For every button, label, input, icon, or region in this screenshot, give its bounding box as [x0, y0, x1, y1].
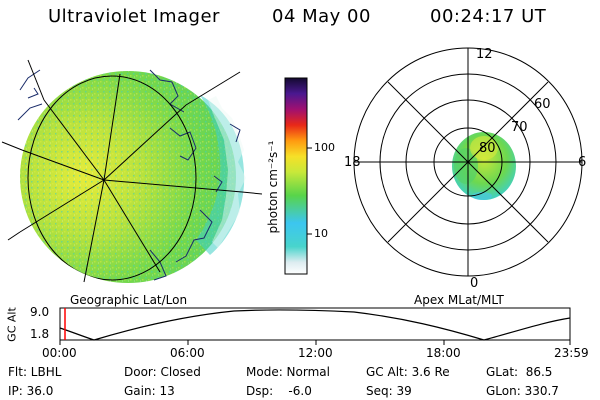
time-label: 00:24:17 UT [430, 6, 547, 27]
alt-ytick-low: 1.8 [30, 327, 50, 341]
colorbar-tick-10: 10 [314, 227, 328, 240]
info-gc-alt: GC Alt: 3.6 Re [366, 365, 450, 379]
lat-lon-grid [1, 59, 262, 283]
mlat-label-70: 70 [511, 120, 528, 135]
colorbar [284, 77, 312, 275]
altitude-curve [59, 309, 571, 341]
mlt-label-0: 0 [470, 276, 479, 291]
colorbar-gradient [284, 77, 308, 275]
polar-grid [353, 47, 583, 277]
polar-plot [353, 47, 583, 277]
info-dsp: Dsp: -6.0 [246, 384, 312, 398]
colorbar-unit-label: photon cm⁻²s⁻¹ [266, 140, 280, 234]
geo-caption: Geographic Lat/Lon [70, 293, 188, 307]
altitude-plot [59, 307, 571, 345]
mlat-label-80: 80 [479, 141, 496, 156]
info-seq: Seq: 39 [366, 384, 412, 398]
alt-xtick-2359: 23:59 [554, 346, 589, 360]
info-gain: Gain: 13 [124, 384, 175, 398]
mlt-label-6: 6 [578, 155, 587, 170]
info-mode: Mode: Normal [246, 365, 330, 379]
polar-caption: Apex MLat/MLT [414, 293, 504, 307]
alt-xtick-1800: 18:00 [426, 346, 461, 360]
mlt-label-18: 18 [344, 155, 361, 170]
alt-xtick-0600: 06:00 [170, 346, 205, 360]
instrument-title: Ultraviolet Imager [48, 6, 220, 27]
alt-xtick-0000: 00:00 [42, 346, 77, 360]
alt-ylabel: GC Alt [5, 307, 19, 342]
info-glat: GLat: 86.5 [486, 365, 553, 379]
info-glon: GLon: 330.7 [486, 384, 559, 398]
colorbar-tick-100: 100 [314, 141, 335, 154]
alt-ytick-high: 9.0 [30, 305, 50, 319]
date-label: 04 May 00 [272, 6, 371, 27]
mlt-label-12: 12 [476, 47, 493, 62]
info-filter: Flt: LBHL [8, 365, 62, 379]
alt-xtick-1200: 12:00 [298, 346, 333, 360]
geographic-image [1, 59, 262, 283]
coastlines [17, 69, 241, 281]
info-ip: IP: 36.0 [8, 384, 54, 398]
info-door: Door: Closed [124, 365, 201, 379]
mlat-label-60: 60 [534, 97, 551, 112]
